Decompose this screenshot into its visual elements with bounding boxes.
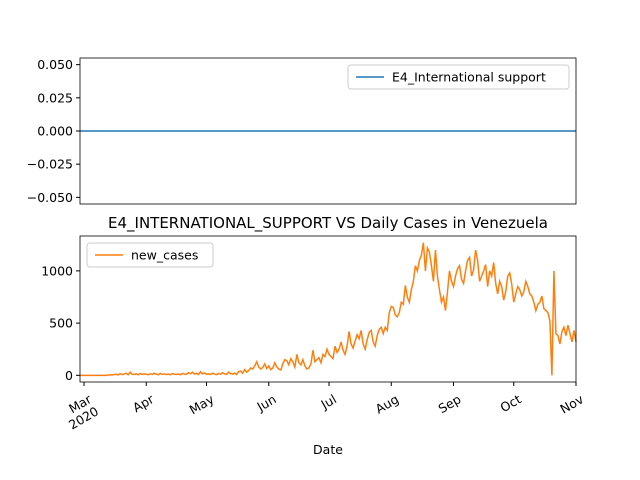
legend-frame <box>347 64 570 90</box>
y-tick-label: 1000 <box>41 263 73 278</box>
legend-label: new_cases <box>131 248 198 263</box>
y-tick-label: −0.050 <box>27 190 73 205</box>
axes: −0.050 −0.025 0.000 0.025 0.050 E4_Internatio… <box>27 57 577 205</box>
y-tick-label: 0.000 <box>37 124 73 139</box>
legend-frame <box>86 242 214 268</box>
axes-frame <box>79 57 577 205</box>
x-tick-label-line: Oct <box>498 391 524 415</box>
x-axis-label: Date <box>313 442 343 457</box>
x-tick-label: Aug <box>373 391 402 416</box>
axes: 0 500 1000 Mar2020 Apr May Jun Jul Aug Sep Oct Nov E… <box>41 214 586 457</box>
x-tick-label: Sep <box>436 391 464 416</box>
y-tick-label: 0 <box>65 368 73 383</box>
x-tick-label: Mar2020 <box>59 391 102 432</box>
x-tick-label-line: Jul <box>318 391 339 412</box>
x-tick-label-line: Nov <box>557 391 586 416</box>
y-tick-label: 0.025 <box>37 90 73 105</box>
x-tick-label: Oct <box>498 391 524 415</box>
x-tick-label-line: May <box>187 391 217 417</box>
axes-frame <box>79 235 577 383</box>
y-tick-label: 500 <box>49 316 73 331</box>
x-tick-label: Jun <box>253 391 278 414</box>
x-tick-label-line: Sep <box>436 391 464 416</box>
chart-title: E4_INTERNATIONAL_SUPPORT VS Daily Cases … <box>108 214 548 233</box>
x-tick-label: May <box>187 391 217 417</box>
y-tick-label: 0.050 <box>37 57 73 72</box>
x-tick-label: Jul <box>318 391 339 412</box>
x-tick-label-line: Apr <box>130 391 157 415</box>
legend-label: E4_International support <box>392 70 546 85</box>
legend: E4_International support <box>347 64 570 90</box>
x-tick-label: Nov <box>557 391 586 416</box>
y-tick-label: −0.025 <box>27 157 73 172</box>
x-tick-label-line: Jun <box>253 391 278 414</box>
x-tick-label: Apr <box>130 391 157 415</box>
series-line <box>80 242 577 377</box>
x-tick-label-line: Aug <box>373 391 402 416</box>
legend: new_cases <box>86 242 214 268</box>
